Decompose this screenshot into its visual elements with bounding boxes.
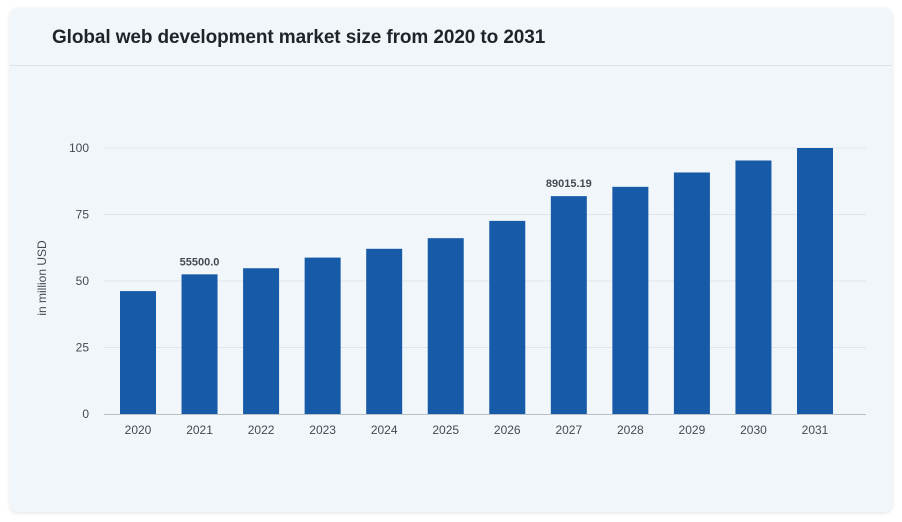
data-label: 55500.0 [180,256,220,268]
chart-header: Global web development market size from … [10,8,892,66]
x-tick-label: 2022 [248,423,275,437]
y-tick-label: 25 [76,341,90,355]
bars [120,148,833,414]
bar-2025[interactable] [427,238,464,414]
data-labels: 55500.0 89015.19 [180,178,592,268]
bar-2031[interactable] [797,148,833,414]
bar-2021[interactable] [181,274,218,414]
x-tick-label: 2029 [679,423,706,437]
x-tick-label: 2024 [371,423,398,437]
bar-2027[interactable] [550,196,587,414]
bar-2030[interactable] [735,160,772,414]
data-label: 89015.19 [546,178,592,190]
y-axis-title: in million USD [35,240,49,316]
x-tick-label: 2021 [186,423,213,437]
x-tick-label: 2025 [432,423,459,437]
y-axis-tick-labels: 0 25 50 75 100 [69,141,89,421]
x-tick-label: 2020 [125,423,152,437]
y-tick-label: 0 [82,407,89,421]
bar-chart: 2020 2021 2022 2023 2024 2025 2026 2027 2028 2029… [35,141,866,437]
y-tick-label: 75 [76,208,90,222]
x-tick-label: 2026 [494,423,521,437]
chart-title: Global web development market size from … [52,27,546,48]
x-tick-label: 2027 [555,423,582,437]
chart-card: Global web development market size from … [10,8,892,512]
bar-2026[interactable] [489,220,526,414]
y-tick-label: 50 [76,274,90,288]
x-tick-label: 2030 [740,423,767,437]
x-tick-label: 2028 [617,423,644,437]
bar-2023[interactable] [304,257,341,414]
y-tick-label: 100 [69,141,89,155]
x-tick-label: 2031 [802,423,829,437]
bar-2029[interactable] [673,172,710,414]
bar-2028[interactable] [612,186,649,414]
x-tick-label: 2023 [309,423,336,437]
x-axis-tick-labels: 2020 2021 2022 2023 2024 2025 2026 2027 2028 2029… [125,423,829,437]
bar-2024[interactable] [366,248,403,414]
bar-2020[interactable] [120,291,156,414]
bar-2022[interactable] [243,268,280,414]
